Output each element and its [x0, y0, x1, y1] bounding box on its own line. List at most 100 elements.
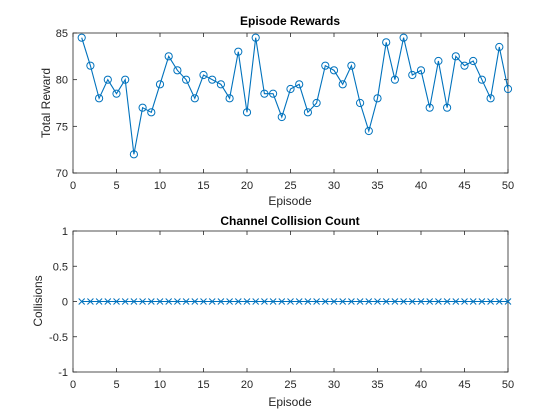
rewards-data-point [503, 84, 513, 94]
collisions-x-tick-label: 0 [70, 379, 76, 391]
collisions-data-point [452, 298, 460, 305]
collisions-data-point [348, 298, 355, 305]
collisions-data-point [104, 298, 112, 305]
collisions-x-tick-label: 10 [154, 379, 166, 391]
collisions-data-point [121, 298, 129, 305]
collisions-data-point [330, 298, 338, 305]
collisions-data-point [435, 298, 442, 305]
collisions-data-point [191, 298, 199, 305]
rewards-data-point [425, 103, 434, 112]
rewards-data-point [460, 61, 469, 70]
rewards-data-point [103, 75, 112, 84]
rewards-data-point [399, 33, 408, 42]
rewards-data-point [216, 80, 225, 89]
rewards-plot-area [77, 33, 513, 159]
rewards-data-point [390, 75, 399, 84]
rewards-data-point [242, 108, 252, 117]
collisions-data-point [408, 298, 416, 305]
collisions-data-point [261, 298, 268, 305]
collisions-data-point [295, 298, 303, 305]
collisions-data-point [313, 298, 320, 305]
rewards-data-point [408, 70, 417, 80]
collisions-data-point [147, 298, 155, 305]
collisions-data-point [504, 298, 512, 305]
rewards-x-tick-label: 10 [154, 180, 166, 192]
collisions-x-tick-label: 5 [113, 379, 119, 391]
rewards-data-point [234, 47, 243, 56]
collisions-title: Channel Collision Count [220, 214, 359, 228]
collisions-data-point [356, 298, 364, 305]
rewards-data-point [190, 94, 199, 103]
collisions-y-tick-label: 0 [62, 297, 68, 309]
rewards-data-point [155, 80, 165, 89]
rewards-data-point [182, 75, 191, 84]
rewards-data-point [477, 75, 486, 84]
rewards-y-axis-label: Total Reward [39, 68, 53, 138]
collisions-data-point [287, 298, 294, 305]
collisions-plot-area [78, 298, 512, 305]
collisions-y-tick-label: -0.5 [49, 332, 68, 344]
collisions-x-tick-label: 35 [371, 379, 383, 391]
rewards-data-point [416, 66, 426, 75]
rewards-data-point [434, 56, 443, 66]
rewards-data-point [251, 33, 260, 42]
collisions-data-point [200, 298, 207, 305]
rewards-data-point [329, 66, 339, 75]
collisions-data-point [365, 298, 373, 305]
collisions-data-point [391, 298, 399, 305]
collisions-data-point [400, 298, 407, 305]
collisions-x-tick-label: 40 [415, 379, 427, 391]
collisions-x-tick-label: 30 [328, 379, 340, 391]
collisions-data-point [243, 298, 251, 305]
collisions-x-tick-label: 25 [284, 379, 296, 391]
rewards-data-point [269, 89, 278, 98]
collisions-data-point [217, 298, 225, 305]
collisions-data-point [182, 298, 190, 305]
collisions-data-point [174, 298, 181, 305]
rewards-data-point [77, 33, 86, 42]
collisions-data-point [478, 298, 486, 305]
rewards-x-tick-label: 5 [113, 180, 119, 192]
rewards-data-point [112, 89, 121, 98]
collisions-y-axis-label: Collisions [31, 275, 45, 326]
rewards-data-point [260, 89, 269, 98]
collisions-subplot: Channel Collision Count 0 5 10 15 20 25 30 35 40… [31, 214, 514, 409]
collisions-data-point [469, 298, 477, 305]
collisions-data-point [139, 298, 146, 305]
rewards-data-point [121, 75, 130, 84]
collisions-data-point [113, 298, 120, 305]
rewards-data-point [356, 98, 365, 108]
collisions-data-point [95, 298, 103, 305]
collisions-data-point [443, 298, 451, 305]
rewards-data-point [199, 70, 208, 80]
collisions-data-point [234, 298, 242, 305]
collisions-y-ticks: -1 -0.5 0 0.5 1 [49, 226, 508, 379]
rewards-data-point [286, 84, 295, 94]
rewards-data-point [138, 103, 147, 112]
rewards-data-point [321, 61, 330, 70]
collisions-data-point [78, 298, 86, 305]
rewards-data-point [303, 108, 312, 117]
rewards-data-point [382, 38, 391, 47]
rewards-y-tick-label: 80 [56, 75, 68, 87]
rewards-data-point [338, 80, 347, 89]
collisions-data-point [382, 298, 390, 305]
rewards-data-point [225, 94, 234, 103]
collisions-data-point [321, 298, 329, 305]
rewards-x-axis-label: Episode [268, 194, 312, 208]
rewards-x-tick-label: 50 [502, 180, 514, 192]
rewards-y-ticks: 70 75 80 85 [56, 28, 508, 180]
collisions-data-point [208, 298, 216, 305]
collisions-x-ticks: 0 5 10 15 20 25 30 35 40 45 50 [70, 231, 514, 391]
rewards-x-tick-label: 15 [197, 180, 209, 192]
collisions-data-point [374, 298, 381, 305]
rewards-x-tick-label: 30 [328, 180, 340, 192]
rewards-data-point [173, 66, 182, 75]
collisions-data-point [269, 298, 277, 305]
collisions-data-point [156, 298, 164, 305]
rewards-x-tick-label: 45 [458, 180, 470, 192]
rewards-data-point [486, 94, 495, 103]
rewards-data-point [364, 126, 373, 136]
rewards-data-point [147, 108, 156, 117]
